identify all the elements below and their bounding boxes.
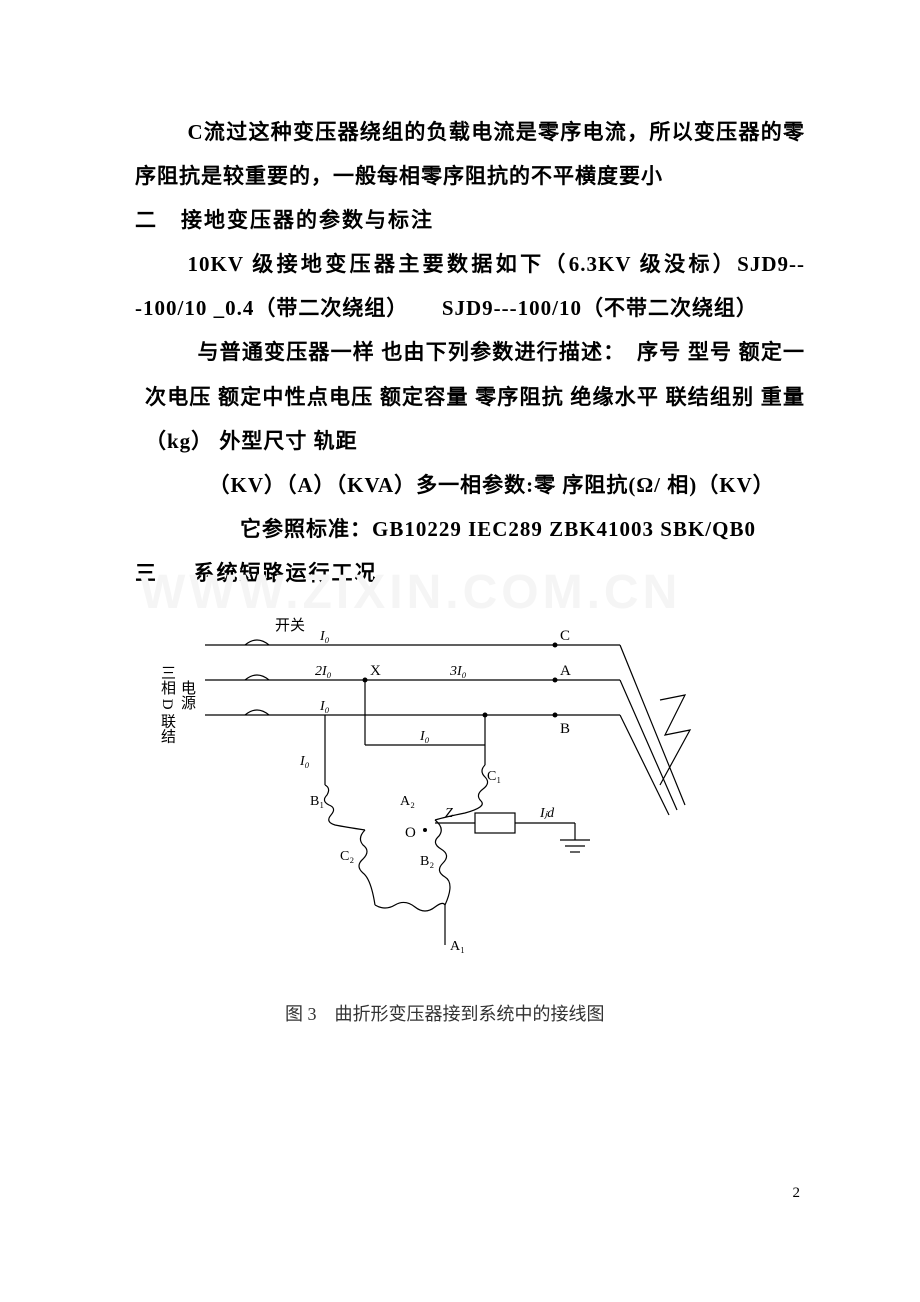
label-a: A: [560, 663, 571, 679]
paragraph-1: C流过这种变压器绕组的负载电流是零序电流，所以变压器的零序阻抗是较重要的，一般每…: [135, 110, 805, 198]
label-i0-bot: I₀: [319, 699, 330, 714]
label-ijd: Iⱼd: [539, 806, 555, 821]
figure-3: 三相 D 联结 电源 开关 I₀ 2I₀ I₀ X 3I₀ C A: [145, 605, 805, 1050]
label-a1: A₁: [450, 939, 465, 954]
fault-line-3: [620, 715, 669, 815]
label-b2: B₂: [420, 854, 434, 869]
z-box: [475, 813, 515, 833]
label-z: Z: [445, 806, 453, 821]
label-c2: C₂: [340, 849, 354, 864]
paragraph-2a: 10KV 级接地变压器主要数据如下（6.3KV 级没标）SJD9---100/1…: [135, 242, 805, 330]
label-c1: C₁: [487, 769, 501, 784]
coil-a1: [375, 902, 445, 945]
label-i0-left: I₀: [299, 754, 310, 769]
label-c: C: [560, 628, 570, 644]
fault-line-2: [620, 680, 677, 810]
label-b: B: [560, 721, 570, 737]
paragraph-2d: 它参照标准：GB10229 IEC289 ZBK41003 SBK/QB0: [135, 507, 805, 551]
coil-c2: [359, 830, 375, 905]
label-x: X: [370, 663, 381, 679]
page-number: 2: [793, 1185, 801, 1202]
figure-caption: 图 3 曲折形变压器接到系统中的接线图: [285, 1004, 605, 1024]
paragraph-2c: （KV）（A）（KVA）多一相参数:零 序阻抗(Ω/ 相)（KV）: [135, 463, 805, 507]
label-i0-top: I₀: [319, 629, 330, 644]
label-i0-mid: I₀: [419, 729, 430, 744]
label-source-bottom: 电源: [179, 680, 196, 710]
switch-arc-1: [245, 640, 269, 645]
heading-section-2: 二 接地变压器的参数与标注: [135, 198, 805, 242]
coil-c1: [435, 765, 488, 820]
page-content: C流过这种变压器绕组的负载电流是零序电流，所以变压器的零序阻抗是较重要的，一般每…: [0, 0, 920, 1110]
node-mid-b: [483, 713, 488, 718]
watermark: WWW.ZIXIN.COM.CN: [140, 565, 681, 620]
node-c: [553, 643, 558, 648]
coil-b1: [324, 785, 365, 830]
switch-arc-3: [245, 710, 269, 715]
figure-3-svg: 三相 D 联结 电源 开关 I₀ 2I₀ I₀ X 3I₀ C A: [145, 605, 705, 1045]
node-b: [553, 713, 558, 718]
label-2i0: 2I₀: [315, 664, 332, 679]
label-a2: A₂: [400, 794, 415, 809]
switch-arc-2: [245, 675, 269, 680]
label-source-top: 三相 D 联结: [159, 665, 176, 744]
node-o: [423, 828, 427, 832]
paragraph-2b: 与普通变压器一样 也由下列参数进行描述： 序号 型号 额定一次电压 额定中性点电…: [135, 330, 805, 462]
label-o: O: [405, 825, 416, 841]
coil-b2: [435, 820, 450, 905]
label-b1: B₁: [310, 794, 324, 809]
node-a: [553, 678, 558, 683]
label-3i0: 3I₀: [449, 664, 467, 679]
lightning-icon: [660, 695, 690, 785]
